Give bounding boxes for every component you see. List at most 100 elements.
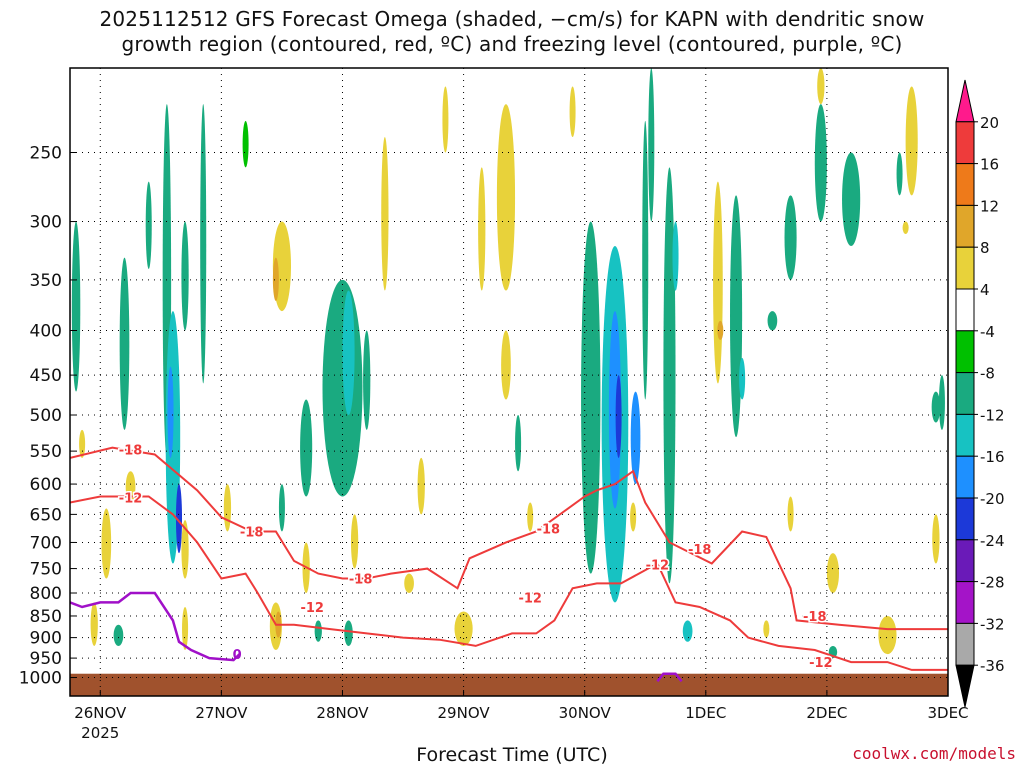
colorbar-label: -28 bbox=[980, 574, 1005, 592]
omega-cell bbox=[581, 221, 601, 574]
contour-label: -12 bbox=[300, 601, 324, 616]
x-axis-title: Forecast Time (UTC) bbox=[416, 744, 608, 766]
omega-cell bbox=[763, 620, 770, 638]
chart-title-line-1: 2025112512 GFS Forecast Omega (shaded, −… bbox=[99, 7, 925, 31]
colorbar-label: 16 bbox=[980, 156, 999, 174]
plot-frame bbox=[69, 67, 949, 697]
omega-cell bbox=[272, 257, 279, 301]
omega-cell bbox=[223, 484, 232, 532]
dendritic-growth-contours: -18 -12 -18 -12 -18 -12 -18 -12 -18 -18 -12 bbox=[70, 442, 948, 673]
contour-label: -18 bbox=[803, 610, 827, 625]
colorbar-label: -36 bbox=[980, 657, 1005, 675]
colorbar-segment bbox=[955, 330, 975, 374]
y-tick-label: 950 bbox=[30, 649, 62, 669]
omega-cell bbox=[515, 415, 522, 472]
omega-cell bbox=[730, 195, 743, 438]
omega-cell bbox=[501, 330, 511, 400]
contour-label: -18 bbox=[537, 523, 561, 538]
colorbar-segment bbox=[955, 246, 975, 290]
x-tick-label: 27NOV bbox=[195, 704, 248, 722]
colorbar-segment bbox=[955, 539, 975, 583]
omega-cell bbox=[363, 330, 371, 430]
omega-cell bbox=[713, 181, 723, 384]
omega-shading-layer bbox=[71, 68, 945, 659]
omega-cell bbox=[200, 104, 207, 384]
x-tick-label: 30NOV bbox=[559, 704, 612, 722]
contour-label: -18 bbox=[240, 525, 264, 540]
omega-cell bbox=[278, 484, 285, 532]
omega-cell bbox=[932, 514, 940, 564]
omega-cell bbox=[642, 120, 649, 400]
y-tick-label: 550 bbox=[30, 442, 62, 462]
omega-cell bbox=[878, 615, 897, 655]
omega-cell bbox=[71, 221, 81, 392]
y-tick-label: 850 bbox=[30, 607, 62, 627]
freezing-level-line bbox=[656, 672, 683, 683]
omega-cell bbox=[682, 620, 693, 642]
omega-cell bbox=[905, 86, 918, 196]
contour-label: -18 bbox=[119, 444, 143, 459]
y-tick-label: 750 bbox=[30, 560, 62, 580]
colorbar-label: 4 bbox=[980, 281, 990, 299]
omega-cell bbox=[442, 86, 449, 153]
y-tick-label: 700 bbox=[30, 533, 62, 553]
colorbar-label: -32 bbox=[980, 615, 1005, 633]
y-tick-label: 450 bbox=[30, 366, 62, 386]
ground-surface bbox=[70, 673, 948, 696]
omega-cell bbox=[896, 152, 903, 196]
colorbar-segment bbox=[955, 163, 975, 206]
chart-title-line-2: growth region (contoured, red, ºC) and f… bbox=[121, 32, 903, 56]
colorbar-label: -16 bbox=[980, 448, 1005, 466]
colorbar-segment bbox=[955, 79, 975, 123]
freezing-level-line bbox=[70, 591, 241, 662]
credit-link[interactable]: coolwx.com/models bbox=[852, 744, 1016, 763]
x-tick-label: 28NOV bbox=[316, 704, 369, 722]
x-tick-label: 2DEC bbox=[806, 704, 847, 722]
colorbar-segment bbox=[955, 121, 975, 165]
omega-cell bbox=[342, 290, 355, 416]
colorbar-segment bbox=[955, 622, 975, 666]
colorbar-label: -24 bbox=[980, 532, 1005, 550]
y-tick-label: 300 bbox=[30, 213, 62, 233]
x-tick-label: 3DEC bbox=[927, 704, 968, 722]
omega-cell bbox=[817, 68, 825, 105]
contour-label: -18 bbox=[349, 573, 373, 588]
omega-cell bbox=[404, 573, 414, 594]
colorbar-label: 8 bbox=[980, 239, 990, 257]
y-tick-label: 400 bbox=[30, 322, 62, 342]
omega-cell bbox=[113, 624, 124, 646]
omega-cell bbox=[181, 520, 189, 579]
omega-cell bbox=[648, 68, 655, 222]
grid-layer bbox=[70, 68, 949, 696]
colorbar-segment bbox=[955, 455, 975, 499]
contour-label: -12 bbox=[518, 592, 542, 607]
omega-cell bbox=[931, 391, 941, 423]
colorbar-segment bbox=[955, 204, 975, 248]
omega-cell bbox=[496, 104, 516, 291]
colorbar-label: -4 bbox=[980, 323, 995, 341]
omega-cell bbox=[300, 399, 313, 497]
omega-cell bbox=[767, 311, 778, 331]
ground-layer bbox=[70, 673, 948, 696]
y-axis: 2503003504004505005506006507007508008509… bbox=[19, 144, 76, 689]
colorbar-label: -8 bbox=[980, 365, 995, 383]
omega-cell bbox=[344, 620, 353, 646]
omega-cell bbox=[417, 457, 425, 515]
colorbar-segment bbox=[955, 497, 975, 541]
omega-cell bbox=[902, 221, 909, 234]
omega-cell bbox=[119, 257, 130, 430]
freezing-level-label: 0 bbox=[233, 648, 242, 663]
omega-cell bbox=[175, 484, 183, 554]
y-tick-label: 250 bbox=[30, 144, 62, 164]
omega-cell bbox=[784, 195, 797, 280]
colorbar-segment bbox=[955, 581, 975, 624]
contour-label: -12 bbox=[646, 559, 670, 574]
colorbar-segment bbox=[955, 413, 975, 457]
colorbar-segment bbox=[955, 372, 975, 415]
colorbar-label: 20 bbox=[980, 114, 999, 132]
y-tick-label: 900 bbox=[30, 629, 62, 649]
omega-cell bbox=[527, 502, 534, 532]
x-tick-sublabel: 2025 bbox=[81, 724, 119, 742]
omega-cell bbox=[181, 221, 189, 331]
